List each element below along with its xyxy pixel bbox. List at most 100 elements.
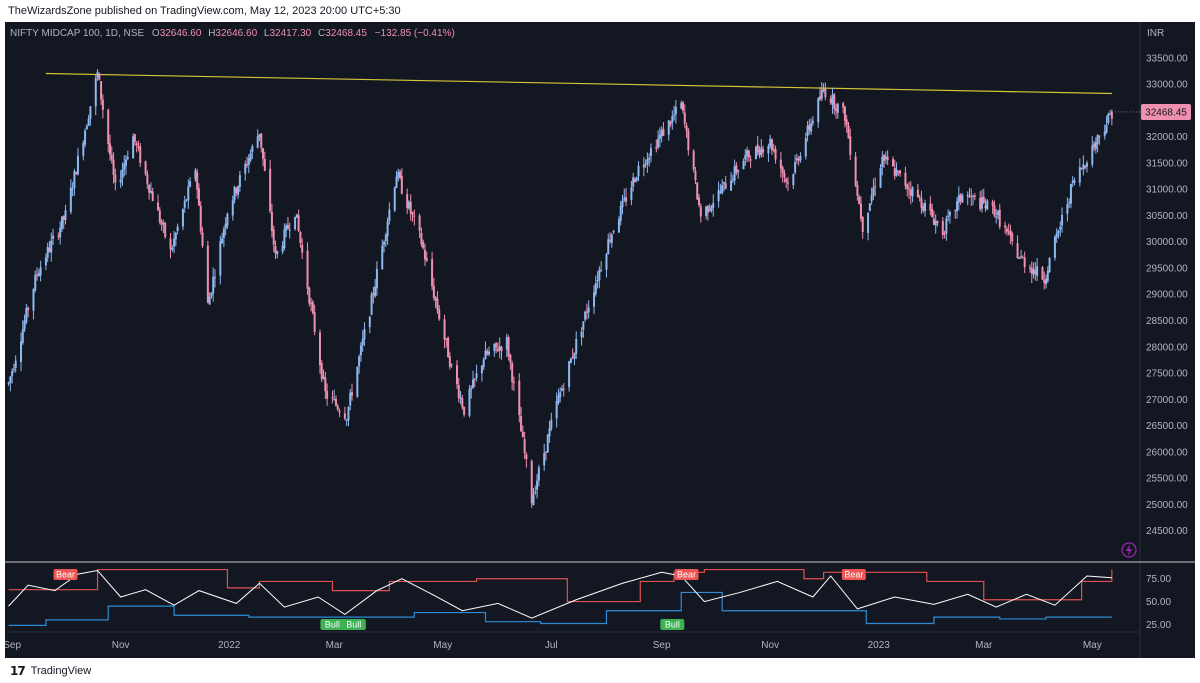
- candle: [600, 261, 603, 272]
- candle: [972, 194, 975, 206]
- chart-canvas[interactable]: NIFTY MIDCAP 100, 1D, NSE O32646.60 H326…: [3, 22, 1195, 658]
- time-tick-label: 2022: [218, 640, 241, 651]
- candle: [607, 233, 610, 255]
- candle: [959, 193, 962, 205]
- candle: [206, 240, 209, 304]
- candle: [84, 128, 87, 148]
- candle: [1045, 274, 1048, 289]
- candle: [772, 143, 775, 153]
- candle: [909, 181, 912, 205]
- candle: [1105, 115, 1108, 134]
- candle: [657, 130, 660, 150]
- candle: [1085, 160, 1088, 173]
- candle: [361, 330, 364, 352]
- candle: [881, 150, 884, 176]
- candle: [25, 303, 28, 325]
- candle: [879, 164, 882, 189]
- candle: [210, 292, 213, 299]
- candle: [381, 239, 384, 270]
- candle: [197, 183, 200, 207]
- candle: [979, 191, 982, 212]
- time-tick-label: Jul: [545, 640, 558, 651]
- candle: [995, 208, 998, 224]
- candle: [671, 110, 674, 130]
- tradingview-logo[interactable]: 17 TradingView: [10, 664, 91, 678]
- candle: [459, 390, 462, 405]
- candle: [125, 154, 128, 175]
- candle: [1078, 158, 1081, 187]
- candle: [64, 204, 67, 225]
- trendline[interactable]: [45, 72, 1112, 95]
- candle: [931, 203, 934, 218]
- candle: [258, 134, 261, 142]
- candle: [126, 150, 129, 161]
- candle: [644, 159, 647, 168]
- candle: [1059, 221, 1062, 237]
- candle: [696, 182, 699, 200]
- candle: [920, 190, 923, 214]
- candle: [219, 235, 222, 285]
- candle: [662, 122, 665, 136]
- candle: [655, 139, 658, 153]
- candle: [792, 173, 795, 190]
- candle: [712, 194, 715, 217]
- candle: [891, 156, 894, 167]
- oscillator-tick-label: 25.00: [1146, 620, 1171, 631]
- candle: [824, 82, 827, 101]
- candle: [73, 168, 76, 196]
- candle: [507, 335, 510, 361]
- candle: [59, 221, 62, 245]
- candle: [39, 260, 42, 282]
- candle: [1018, 256, 1021, 260]
- candle: [756, 135, 759, 156]
- candle: [411, 211, 414, 222]
- candle: [1041, 266, 1044, 281]
- svg-text:Bull: Bull: [665, 620, 680, 630]
- candle: [32, 288, 35, 320]
- candle: [221, 232, 224, 244]
- candle: [397, 168, 400, 182]
- candle: [359, 341, 362, 362]
- price-tick-label: 26000.00: [1146, 447, 1188, 458]
- candle: [954, 209, 957, 219]
- price-tick-label: 29500.00: [1146, 263, 1188, 274]
- candle: [1109, 109, 1112, 115]
- candle: [425, 251, 428, 262]
- candle: [1020, 249, 1023, 259]
- candle: [580, 327, 583, 346]
- candle: [991, 199, 994, 214]
- candle: [737, 169, 740, 179]
- candle: [922, 202, 925, 213]
- candle: [108, 134, 111, 161]
- candle: [438, 305, 441, 321]
- candle: [536, 473, 539, 499]
- candle: [14, 355, 17, 373]
- time-tick-label: Sep: [653, 640, 671, 651]
- candle: [854, 151, 857, 188]
- candle: [1068, 198, 1071, 209]
- candle: [448, 351, 451, 370]
- candle: [82, 140, 85, 161]
- candle: [1021, 255, 1024, 259]
- candle: [936, 220, 939, 227]
- candle: [770, 138, 773, 155]
- lightning-icon[interactable]: [1121, 542, 1137, 558]
- svg-text:Bear: Bear: [844, 570, 863, 580]
- candle: [137, 140, 140, 152]
- candle: [598, 266, 601, 289]
- candle: [669, 120, 672, 128]
- candle: [804, 132, 807, 160]
- candle: [183, 195, 186, 213]
- candle: [375, 261, 378, 296]
- candle: [899, 169, 902, 177]
- candle: [660, 126, 663, 143]
- candle: [845, 114, 848, 133]
- lower-line: [8, 591, 1112, 626]
- candle: [808, 119, 811, 135]
- candle: [349, 388, 352, 411]
- candle: [562, 383, 565, 397]
- candle: [692, 149, 695, 173]
- candle: [829, 95, 832, 105]
- price-tick-label: 27500.00: [1146, 369, 1188, 380]
- candle: [237, 185, 240, 199]
